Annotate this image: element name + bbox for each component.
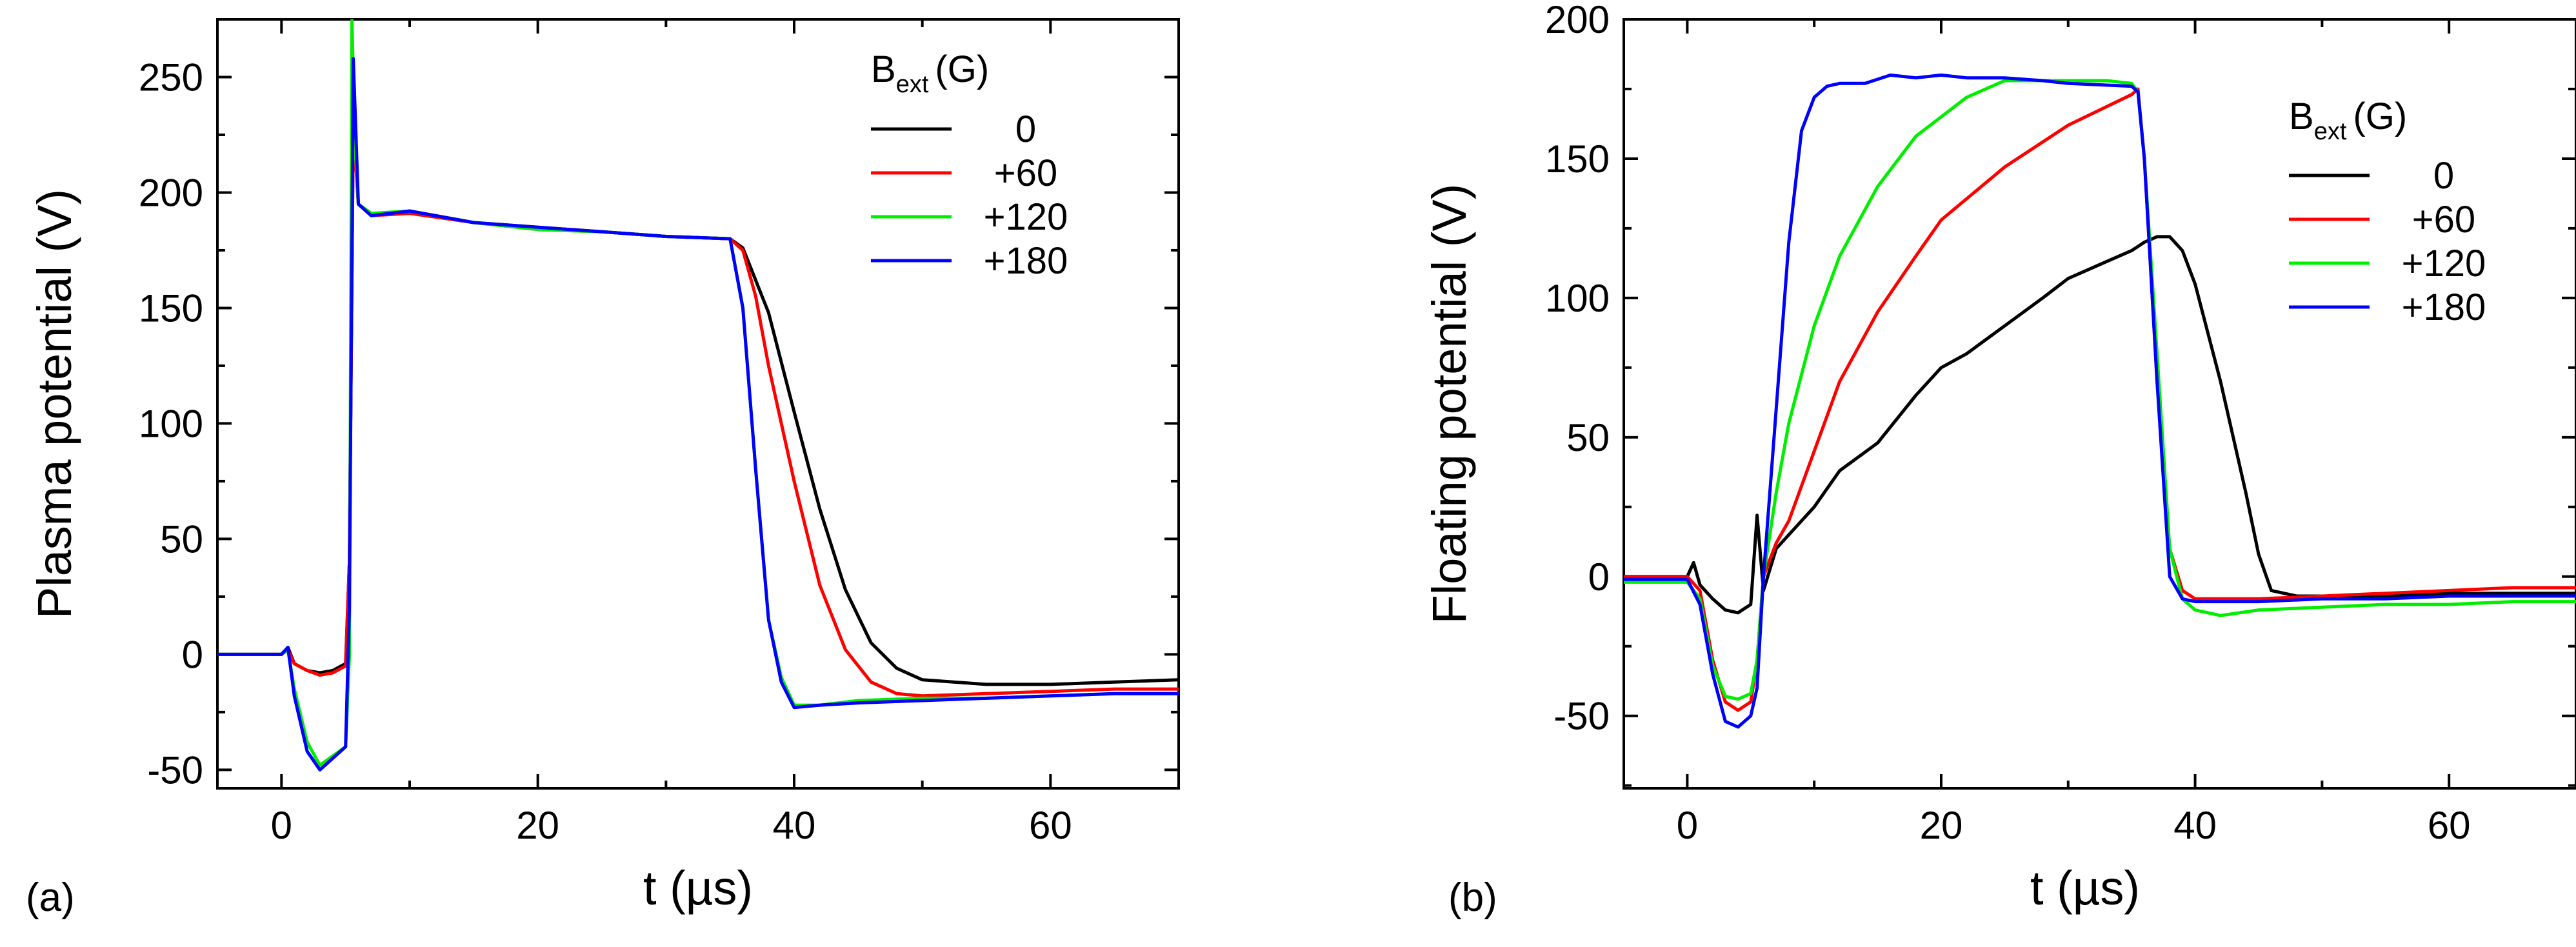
legend-label: +120 <box>984 196 1068 238</box>
panel-label: (b) <box>1448 875 1497 920</box>
series-line-plus180 <box>1624 73 2576 729</box>
legend-label: +60 <box>2412 199 2475 241</box>
legend: Bext (G) 0+60+120+180 <box>2289 95 2486 328</box>
legend-label: 0 <box>2433 155 2454 197</box>
y-tick-label: 150 <box>1545 137 1610 181</box>
legend: Bext (G) 0+60+120+180 <box>871 48 1068 282</box>
y-tick-label: 200 <box>1545 0 1610 41</box>
series-group <box>1624 73 2576 729</box>
y-tick-label: 50 <box>1566 416 1610 459</box>
y-tick-label: 100 <box>1545 277 1610 320</box>
legend-label: 0 <box>1015 108 1036 150</box>
plot-area-frame <box>1622 18 2576 790</box>
legend-entries: 0+60+120+180 <box>2289 155 2486 328</box>
x-tick-label: 40 <box>773 804 816 847</box>
series-line-plus120 <box>1624 79 2576 701</box>
series-line-plus180 <box>217 57 1179 772</box>
y-tick-label: 200 <box>139 171 203 214</box>
y-tick-label: -50 <box>1553 695 1610 738</box>
legend-title: Bext (G) <box>871 48 989 98</box>
y-tick-label: 0 <box>182 633 203 676</box>
x-tick-labels: 0 20 40 60 <box>271 804 1072 847</box>
legend-entries: 0+60+120+180 <box>871 108 1068 282</box>
y-axis-title: Plasma potential (V) <box>28 189 81 619</box>
x-tick-label: 20 <box>516 804 559 847</box>
axis-ticks <box>1624 18 2576 788</box>
x-tick-label: 60 <box>1029 804 1072 847</box>
legend-label: +180 <box>984 240 1068 282</box>
y-tick-label: 100 <box>139 402 203 445</box>
legend-title: Bext (G) <box>2289 95 2407 145</box>
x-tick-label: 0 <box>271 804 292 847</box>
plot-area-frame <box>216 18 1180 790</box>
axis-ticks <box>217 18 1180 788</box>
legend-label: +180 <box>2402 286 2486 328</box>
series-line-plus60 <box>1624 87 2576 712</box>
y-tick-label: 250 <box>139 55 203 99</box>
y-tick-labels: -50 0 50 100 150 200 250 <box>139 55 203 792</box>
x-axis-title: t (µs) <box>2030 861 2140 915</box>
series-group <box>217 19 1179 772</box>
y-tick-label: -50 <box>147 748 203 792</box>
x-axis-title: t (µs) <box>643 861 753 915</box>
y-tick-label: 150 <box>139 286 203 330</box>
y-tick-labels: -50 0 50 100 150 200 <box>1545 0 1610 738</box>
y-tick-label: 50 <box>160 517 203 561</box>
x-tick-label: 0 <box>1677 804 1698 847</box>
series-line-plus120 <box>217 19 1179 767</box>
x-tick-label: 60 <box>2428 804 2471 847</box>
panel-a-plasma-potential: 0 20 40 60 -50 0 50 100 150 200 250 t (µs) Plasma… <box>26 18 1180 920</box>
x-tick-labels: 0 20 40 60 <box>1677 804 2471 847</box>
x-tick-label: 40 <box>2173 804 2217 847</box>
series-line-0 <box>1624 235 2576 615</box>
legend-label: +120 <box>2402 243 2486 284</box>
legend-label: +60 <box>994 152 1057 194</box>
x-tick-label: 20 <box>1920 804 1963 847</box>
panel-label: (a) <box>26 875 75 920</box>
panel-b-floating-potential: 0 20 40 60 -50 0 50 100 150 200 t (µs) Floating … <box>1423 0 2576 920</box>
y-tick-label: 0 <box>1588 555 1610 599</box>
y-axis-title: Floating potential (V) <box>1423 184 1476 624</box>
